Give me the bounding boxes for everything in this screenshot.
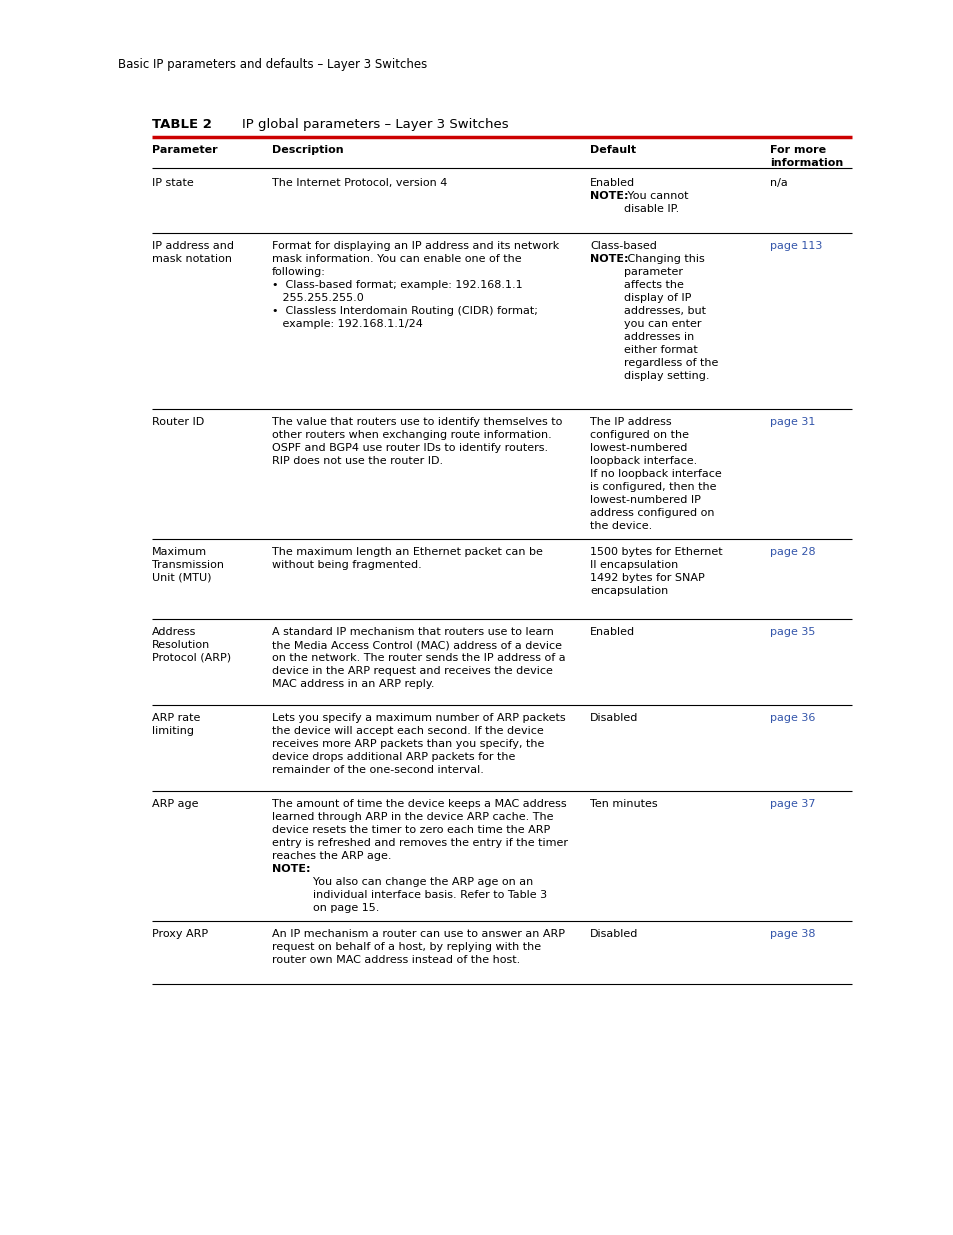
Text: page 35: page 35	[769, 627, 815, 637]
Text: Disabled: Disabled	[589, 713, 638, 722]
Text: ARP age: ARP age	[152, 799, 198, 809]
Text: the Media Access Control (MAC) address of a device: the Media Access Control (MAC) address o…	[272, 640, 561, 650]
Text: device resets the timer to zero each time the ARP: device resets the timer to zero each tim…	[272, 825, 550, 835]
Text: n/a: n/a	[769, 178, 787, 188]
Text: the device.: the device.	[589, 521, 652, 531]
Text: affects the: affects the	[623, 280, 683, 290]
Text: You cannot: You cannot	[623, 191, 688, 201]
Text: Enabled: Enabled	[589, 627, 635, 637]
Text: The amount of time the device keeps a MAC address: The amount of time the device keeps a MA…	[272, 799, 566, 809]
Text: OSPF and BGP4 use router IDs to identify routers.: OSPF and BGP4 use router IDs to identify…	[272, 443, 548, 453]
Text: following:: following:	[272, 267, 326, 277]
Text: learned through ARP in the device ARP cache. The: learned through ARP in the device ARP ca…	[272, 811, 553, 823]
Text: page 31: page 31	[769, 417, 815, 427]
Text: Basic IP parameters and defaults – Layer 3 Switches: Basic IP parameters and defaults – Layer…	[118, 58, 427, 70]
Text: disable IP.: disable IP.	[623, 204, 679, 214]
Text: either format: either format	[623, 345, 697, 354]
Text: information: information	[769, 158, 842, 168]
Text: page 38: page 38	[769, 929, 815, 939]
Text: display of IP: display of IP	[623, 293, 691, 303]
Text: loopback interface.: loopback interface.	[589, 456, 697, 466]
Text: TABLE 2: TABLE 2	[152, 119, 212, 131]
Text: addresses in: addresses in	[623, 332, 694, 342]
Text: encapsulation: encapsulation	[589, 585, 667, 597]
Text: Maximum: Maximum	[152, 547, 207, 557]
Text: entry is refreshed and removes the entry if the timer: entry is refreshed and removes the entry…	[272, 839, 567, 848]
Text: addresses, but: addresses, but	[623, 306, 705, 316]
Text: ARP rate: ARP rate	[152, 713, 200, 722]
Text: on the network. The router sends the IP address of a: on the network. The router sends the IP …	[272, 653, 565, 663]
Text: •  Class-based format; example: 192.168.1.1: • Class-based format; example: 192.168.1…	[272, 280, 522, 290]
Text: A standard IP mechanism that routers use to learn: A standard IP mechanism that routers use…	[272, 627, 554, 637]
Text: If no loopback interface: If no loopback interface	[589, 469, 721, 479]
Text: The value that routers use to identify themselves to: The value that routers use to identify t…	[272, 417, 561, 427]
Text: lowest-numbered: lowest-numbered	[589, 443, 687, 453]
Text: display setting.: display setting.	[623, 370, 709, 382]
Text: the device will accept each second. If the device: the device will accept each second. If t…	[272, 726, 543, 736]
Text: Enabled: Enabled	[589, 178, 635, 188]
Text: RIP does not use the router ID.: RIP does not use the router ID.	[272, 456, 442, 466]
Text: You also can change the ARP age on an: You also can change the ARP age on an	[306, 877, 533, 887]
Text: page 113: page 113	[769, 241, 821, 251]
Text: reaches the ARP age.: reaches the ARP age.	[272, 851, 391, 861]
Text: address configured on: address configured on	[589, 508, 714, 517]
Text: Class-based: Class-based	[589, 241, 657, 251]
Text: NOTE:: NOTE:	[589, 254, 628, 264]
Text: other routers when exchanging route information.: other routers when exchanging route info…	[272, 430, 551, 440]
Text: IP global parameters – Layer 3 Switches: IP global parameters – Layer 3 Switches	[242, 119, 508, 131]
Text: Disabled: Disabled	[589, 929, 638, 939]
Text: page 37: page 37	[769, 799, 815, 809]
Text: device in the ARP request and receives the device: device in the ARP request and receives t…	[272, 666, 553, 676]
Text: mask notation: mask notation	[152, 254, 232, 264]
Text: regardless of the: regardless of the	[623, 358, 718, 368]
Text: The IP address: The IP address	[589, 417, 671, 427]
Text: mask information. You can enable one of the: mask information. You can enable one of …	[272, 254, 521, 264]
Text: configured on the: configured on the	[589, 430, 688, 440]
Text: parameter: parameter	[623, 267, 682, 277]
Text: The Internet Protocol, version 4: The Internet Protocol, version 4	[272, 178, 447, 188]
Text: is configured, then the: is configured, then the	[589, 482, 716, 492]
Text: device drops additional ARP packets for the: device drops additional ARP packets for …	[272, 752, 515, 762]
Text: NOTE:: NOTE:	[589, 191, 628, 201]
Text: page 28: page 28	[769, 547, 815, 557]
Text: 255.255.255.0: 255.255.255.0	[272, 293, 363, 303]
Text: Parameter: Parameter	[152, 144, 217, 156]
Text: For more: For more	[769, 144, 825, 156]
Text: II encapsulation: II encapsulation	[589, 559, 678, 571]
Text: you can enter: you can enter	[623, 319, 700, 329]
Text: Address: Address	[152, 627, 196, 637]
Text: request on behalf of a host, by replying with the: request on behalf of a host, by replying…	[272, 942, 540, 952]
Text: Protocol (ARP): Protocol (ARP)	[152, 653, 231, 663]
Text: Resolution: Resolution	[152, 640, 210, 650]
Text: The maximum length an Ethernet packet can be: The maximum length an Ethernet packet ca…	[272, 547, 542, 557]
Text: Lets you specify a maximum number of ARP packets: Lets you specify a maximum number of ARP…	[272, 713, 565, 722]
Text: Ten minutes: Ten minutes	[589, 799, 657, 809]
Text: •  Classless Interdomain Routing (CIDR) format;: • Classless Interdomain Routing (CIDR) f…	[272, 306, 537, 316]
Text: example: 192.168.1.1/24: example: 192.168.1.1/24	[272, 319, 422, 329]
Text: Description: Description	[272, 144, 343, 156]
Text: IP address and: IP address and	[152, 241, 233, 251]
Text: individual interface basis. Refer to Table 3: individual interface basis. Refer to Tab…	[306, 890, 547, 900]
Text: remainder of the one-second interval.: remainder of the one-second interval.	[272, 764, 483, 776]
Text: Changing this: Changing this	[623, 254, 704, 264]
Text: lowest-numbered IP: lowest-numbered IP	[589, 495, 700, 505]
Text: Proxy ARP: Proxy ARP	[152, 929, 208, 939]
Text: Transmission: Transmission	[152, 559, 224, 571]
Text: NOTE:: NOTE:	[272, 864, 310, 874]
Text: router own MAC address instead of the host.: router own MAC address instead of the ho…	[272, 955, 519, 965]
Text: Default: Default	[589, 144, 636, 156]
Text: 1500 bytes for Ethernet: 1500 bytes for Ethernet	[589, 547, 721, 557]
Text: Unit (MTU): Unit (MTU)	[152, 573, 212, 583]
Text: IP state: IP state	[152, 178, 193, 188]
Text: An IP mechanism a router can use to answer an ARP: An IP mechanism a router can use to answ…	[272, 929, 564, 939]
Text: page 36: page 36	[769, 713, 815, 722]
Text: 1492 bytes for SNAP: 1492 bytes for SNAP	[589, 573, 704, 583]
Text: limiting: limiting	[152, 726, 193, 736]
Text: receives more ARP packets than you specify, the: receives more ARP packets than you speci…	[272, 739, 544, 748]
Text: without being fragmented.: without being fragmented.	[272, 559, 421, 571]
Text: on page 15.: on page 15.	[306, 903, 379, 913]
Text: Router ID: Router ID	[152, 417, 204, 427]
Text: Format for displaying an IP address and its network: Format for displaying an IP address and …	[272, 241, 558, 251]
Text: MAC address in an ARP reply.: MAC address in an ARP reply.	[272, 679, 434, 689]
